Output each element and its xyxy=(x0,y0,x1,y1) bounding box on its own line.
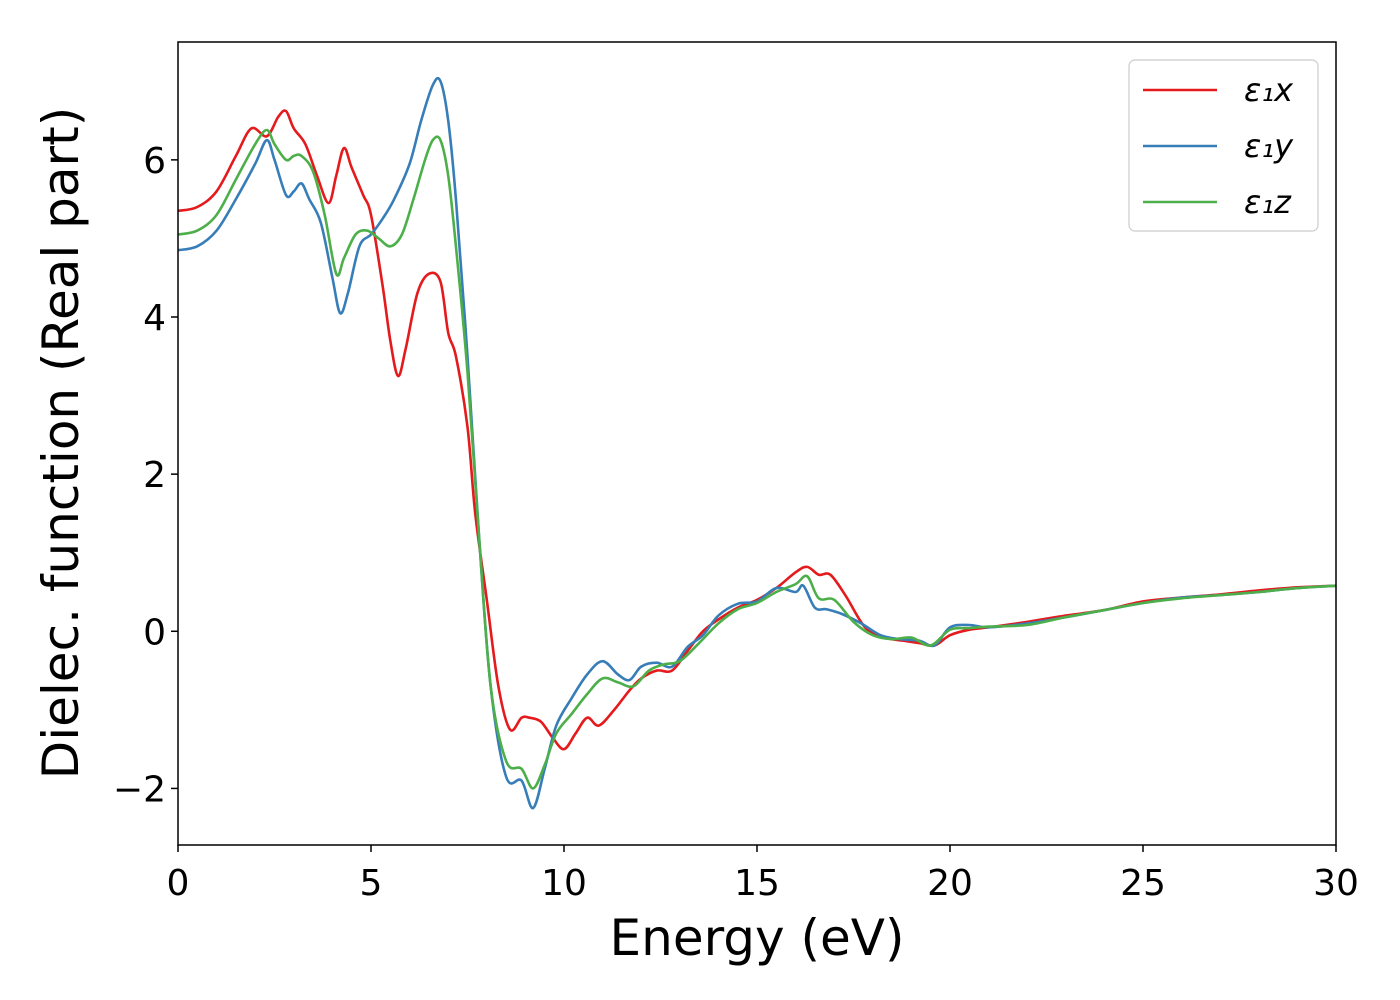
x-tick-label: 10 xyxy=(541,863,587,904)
x-axis-ticks: 0 5 10 15 20 25 30 xyxy=(167,845,1359,904)
series-layer xyxy=(177,76,1337,810)
series-line-2 xyxy=(177,128,1337,790)
x-tick-label: 5 xyxy=(360,863,383,904)
x-tick-label: 15 xyxy=(734,863,780,904)
y-axis-ticks: −2 0 2 4 6 xyxy=(113,141,178,810)
x-axis-title: Energy (eV) xyxy=(610,909,905,967)
y-tick-label: −2 xyxy=(113,769,166,810)
x-tick-label: 20 xyxy=(927,863,973,904)
legend-label: ε₁y xyxy=(1244,127,1294,165)
y-tick-label: 2 xyxy=(143,455,166,496)
x-tick-label: 0 xyxy=(167,863,190,904)
x-tick-label: 25 xyxy=(1120,863,1166,904)
legend-label: ε₁z xyxy=(1244,183,1292,221)
x-tick-label: 30 xyxy=(1313,863,1359,904)
legend-box xyxy=(1128,59,1319,232)
y-tick-label: 0 xyxy=(143,612,166,653)
y-tick-label: 6 xyxy=(143,141,166,182)
legend-label: ε₁x xyxy=(1244,71,1294,109)
y-tick-label: 4 xyxy=(143,298,166,339)
y-axis-title: Dielec. function (Real part) xyxy=(32,107,90,779)
legend: ε₁x ε₁y ε₁z xyxy=(1128,59,1319,232)
